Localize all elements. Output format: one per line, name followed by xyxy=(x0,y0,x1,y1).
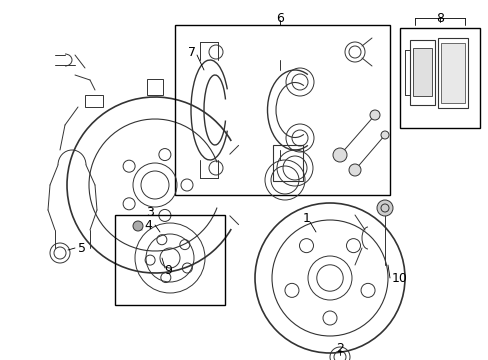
Text: 5: 5 xyxy=(78,242,86,255)
Bar xyxy=(272,145,303,181)
Text: 1: 1 xyxy=(303,212,310,225)
Bar xyxy=(412,48,431,96)
Text: 10: 10 xyxy=(391,271,407,284)
Circle shape xyxy=(376,200,392,216)
Circle shape xyxy=(133,221,142,231)
Text: 7: 7 xyxy=(187,45,196,59)
Text: 9: 9 xyxy=(164,264,172,276)
Text: 4: 4 xyxy=(144,219,152,231)
Circle shape xyxy=(332,148,346,162)
Circle shape xyxy=(348,164,360,176)
Circle shape xyxy=(380,131,388,139)
Bar xyxy=(147,79,163,95)
Text: 8: 8 xyxy=(435,12,443,24)
Bar xyxy=(85,95,103,107)
Bar xyxy=(409,40,434,105)
Bar xyxy=(399,28,479,128)
Circle shape xyxy=(369,110,379,120)
Bar xyxy=(437,38,467,108)
Text: 2: 2 xyxy=(335,342,343,355)
Text: 3: 3 xyxy=(146,206,154,219)
Text: 6: 6 xyxy=(276,12,284,24)
Bar xyxy=(440,43,464,103)
Bar xyxy=(175,25,389,195)
Bar xyxy=(115,215,224,305)
